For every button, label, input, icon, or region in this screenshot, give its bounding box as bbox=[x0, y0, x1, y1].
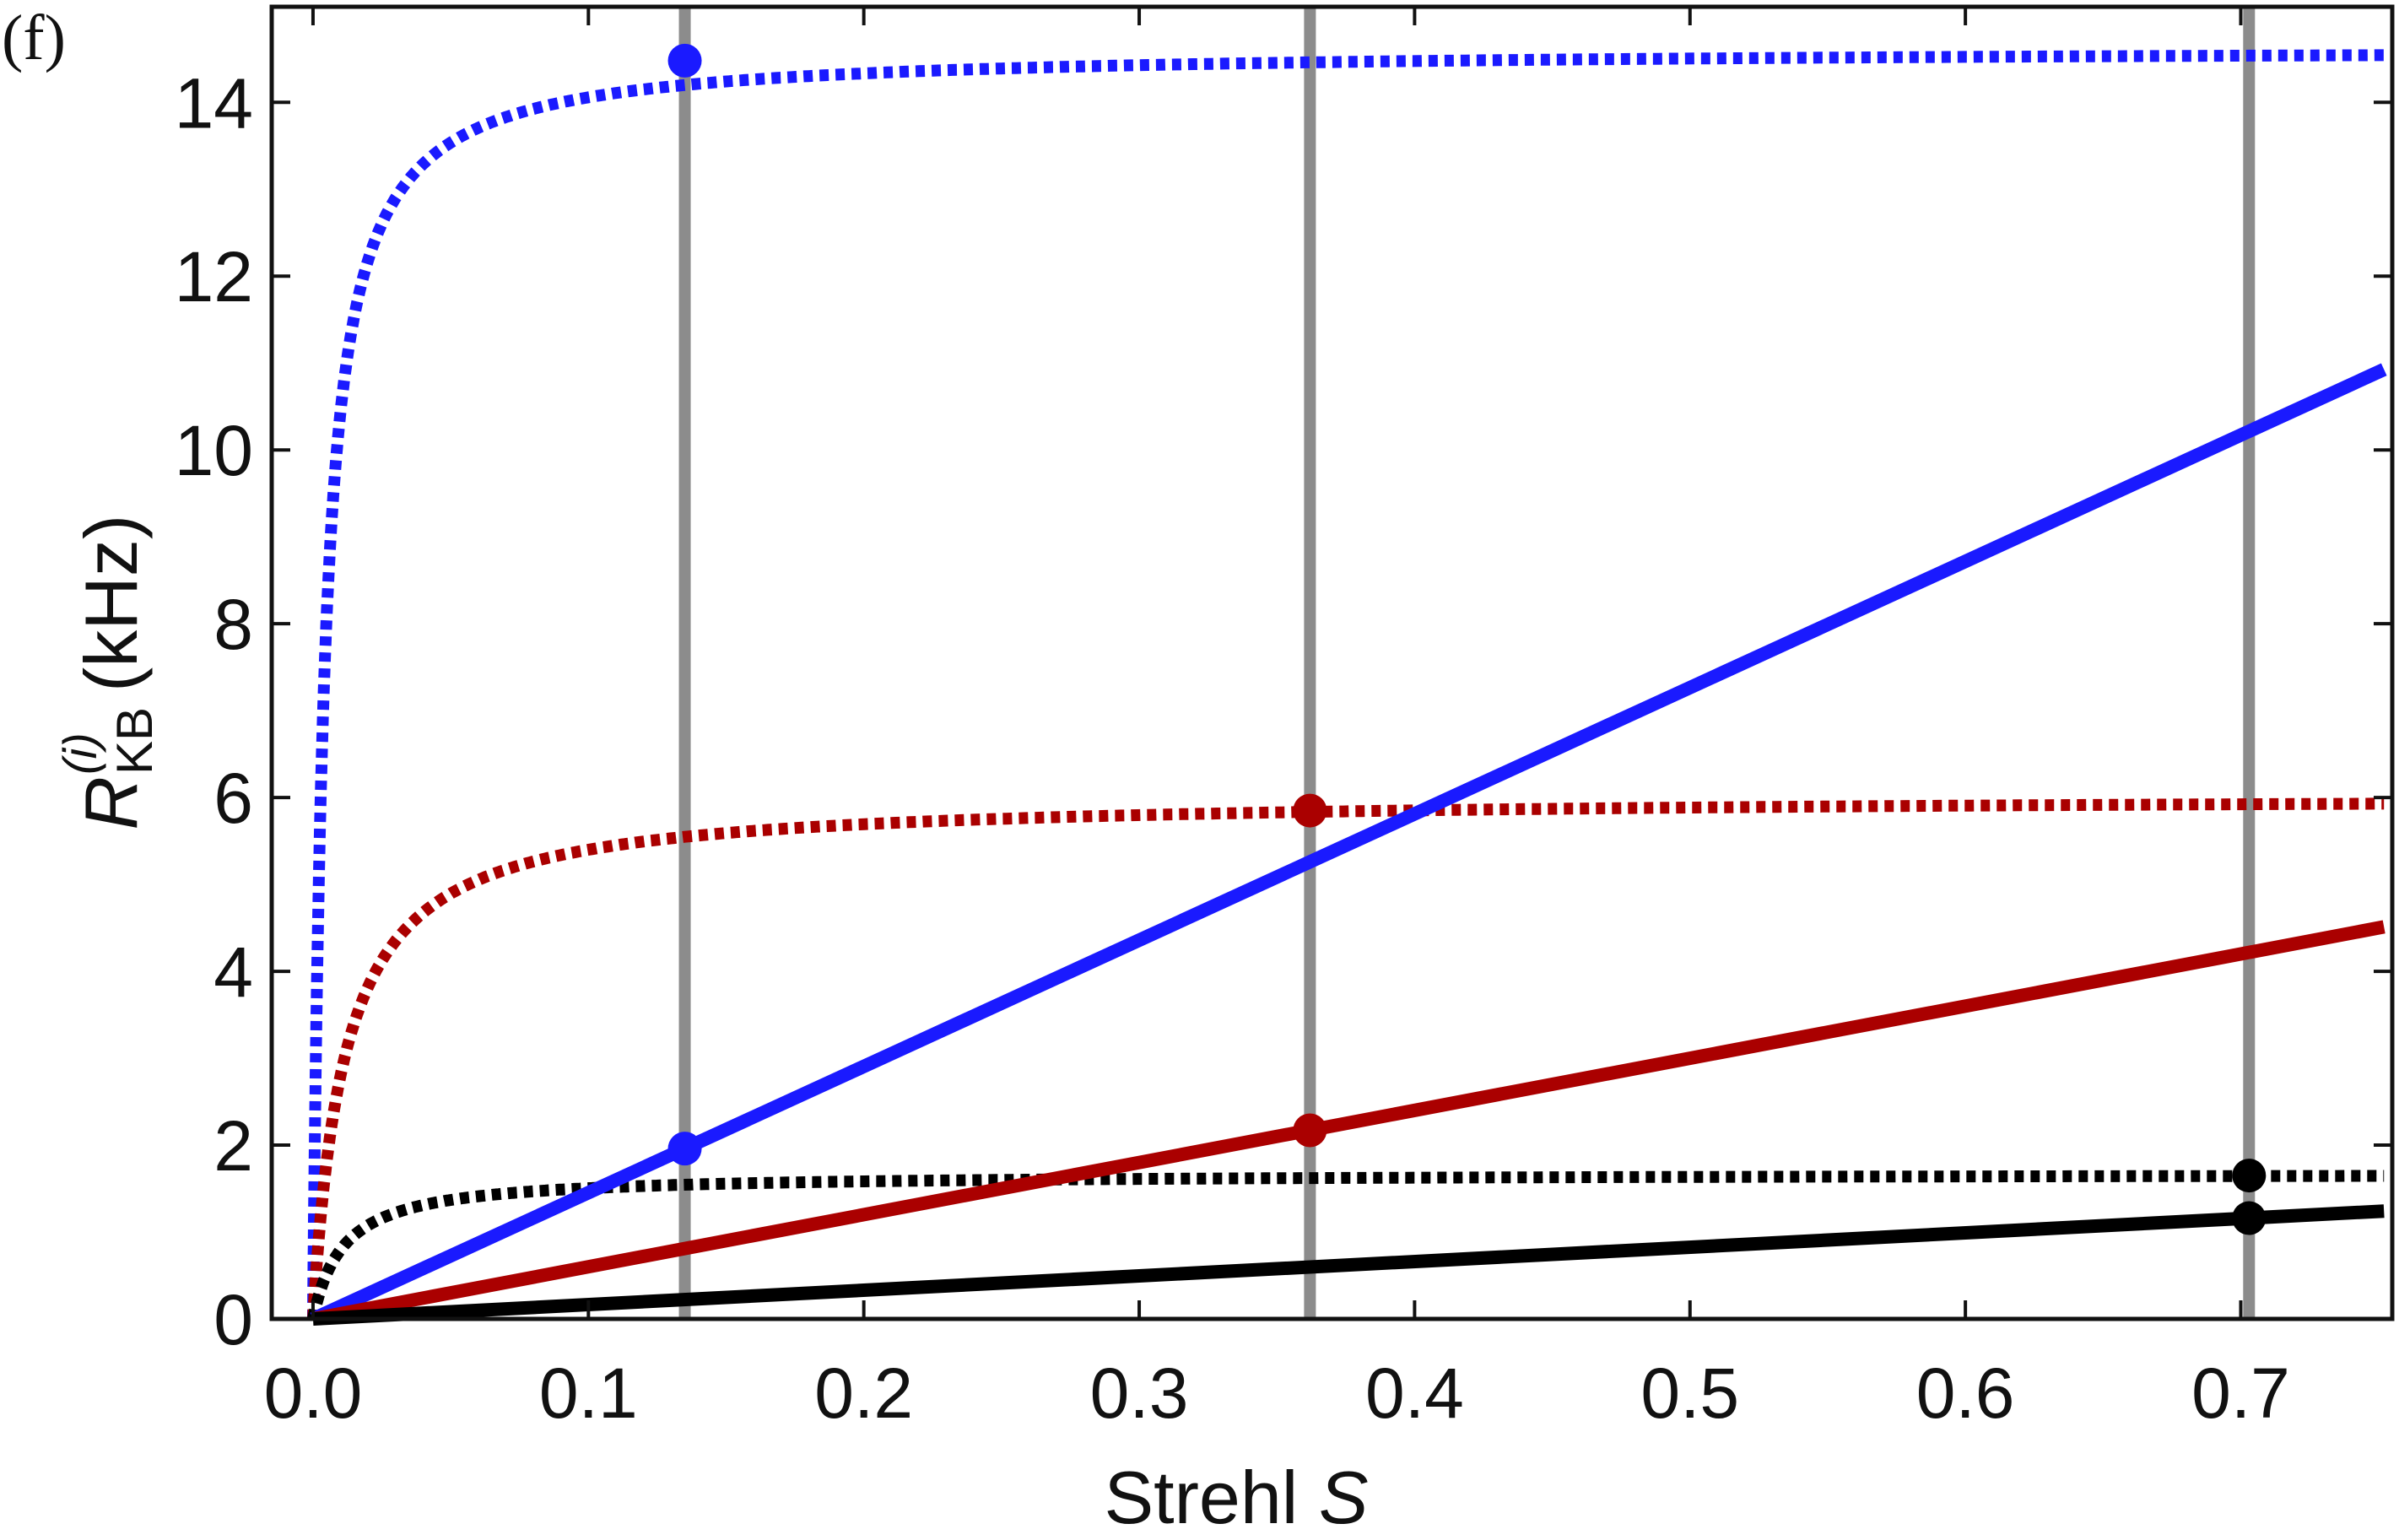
y-axis-label-superscript: (i) bbox=[53, 732, 106, 775]
x-tick-label: 0.6 bbox=[1916, 1354, 2015, 1433]
series-red-solid bbox=[311, 920, 2385, 1326]
y-tick-label: 4 bbox=[213, 932, 253, 1012]
black-dotted-marker bbox=[2232, 1159, 2267, 1193]
series-black-solid bbox=[312, 1204, 2385, 1326]
y-tick-label: 10 bbox=[175, 411, 253, 490]
x-tick-label: 0.0 bbox=[264, 1354, 363, 1433]
plot-frame bbox=[269, 4, 2395, 1321]
x-tick-label: 0.3 bbox=[1090, 1354, 1189, 1433]
y-tick-label: 12 bbox=[175, 237, 253, 316]
blue-solid-marker bbox=[667, 1132, 702, 1166]
y-axis-ticks: 0 2 4 6 8 10 12 14 bbox=[175, 63, 2392, 1359]
series-group bbox=[307, 49, 2387, 1326]
x-tick-label: 0.4 bbox=[1365, 1354, 1464, 1433]
blue-dotted-marker bbox=[667, 43, 702, 78]
y-tick-label: 8 bbox=[213, 585, 253, 664]
y-tick-label: 0 bbox=[213, 1280, 253, 1359]
y-axis-label-unit: (kHz) bbox=[69, 515, 153, 692]
x-tick-label: 0.5 bbox=[1640, 1354, 1739, 1433]
y-axis-label-subscript: KB bbox=[106, 707, 163, 775]
y-tick-label: 14 bbox=[175, 63, 253, 143]
y-tick-label: 6 bbox=[213, 759, 253, 838]
series-black-dotted bbox=[307, 1170, 2385, 1325]
red-solid-marker bbox=[1293, 1113, 1327, 1148]
x-axis-ticks: 0.0 0.1 0.2 0.3 0.4 0.5 0.6 0.7 bbox=[264, 7, 2290, 1433]
panel-label: (f) bbox=[2, 3, 66, 73]
x-tick-label: 0.1 bbox=[539, 1354, 638, 1433]
x-axis-label-text: Strehl bbox=[1104, 1456, 1318, 1539]
x-tick-label: 0.2 bbox=[814, 1354, 913, 1433]
black-solid-marker bbox=[2232, 1201, 2267, 1235]
series-red-dotted bbox=[307, 797, 2385, 1325]
x-axis-label-symbol: S bbox=[1319, 1456, 1369, 1539]
vertical-lines bbox=[678, 7, 2256, 1319]
y-axis-label: R (i) KB (kHz) bbox=[53, 515, 163, 830]
red-dotted-marker bbox=[1293, 793, 1327, 828]
y-axis-label-symbol: R bbox=[69, 776, 153, 830]
series-blue-solid bbox=[310, 363, 2387, 1326]
x-tick-label: 0.7 bbox=[2191, 1354, 2290, 1433]
series-blue-dotted bbox=[307, 49, 2385, 1325]
x-axis-label: Strehl S bbox=[1104, 1456, 1368, 1539]
plot-border bbox=[269, 4, 2395, 1321]
markers-group bbox=[667, 43, 2267, 1235]
y-tick-label: 2 bbox=[213, 1106, 253, 1186]
